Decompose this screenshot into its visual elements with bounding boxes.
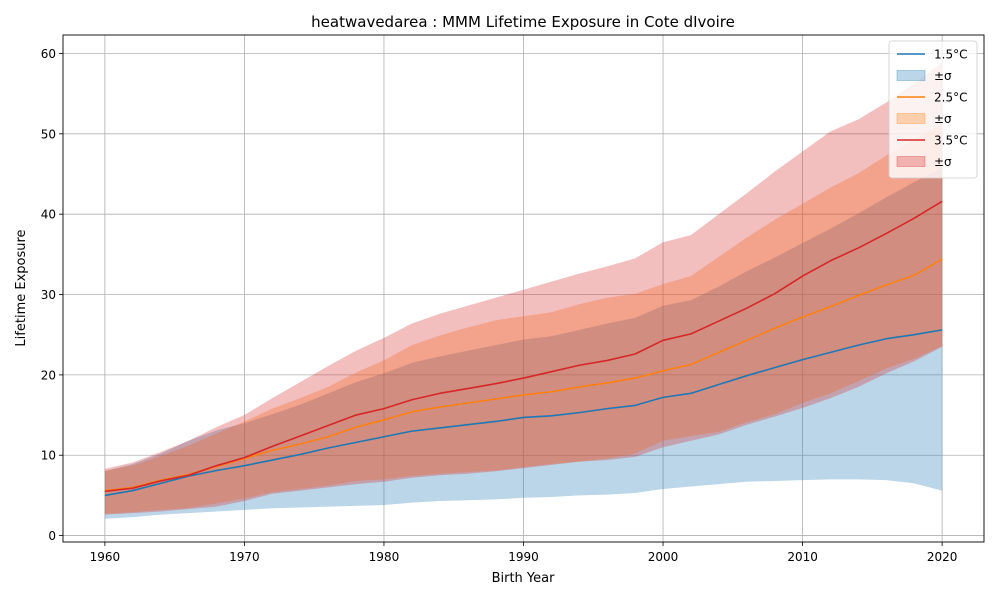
y-tick-label: 30 xyxy=(41,288,56,302)
legend-band-swatch xyxy=(896,70,926,81)
std-band-2 xyxy=(104,62,943,515)
legend-label: 3.5°C xyxy=(934,134,967,148)
legend-band-swatch xyxy=(896,156,926,167)
legend-band-label: ±σ xyxy=(934,155,952,169)
x-tick-label: 2010 xyxy=(787,550,818,564)
y-tick-label: 60 xyxy=(41,47,56,61)
legend-band-label: ±σ xyxy=(934,69,952,83)
y-axis-ticks: 0 10 20 30 40 50 60 xyxy=(41,47,63,543)
series-lines xyxy=(104,200,943,497)
y-tick-label: 10 xyxy=(41,449,56,463)
x-tick-label: 1970 xyxy=(229,550,260,564)
legend-label: 1.5°C xyxy=(934,48,967,62)
y-tick-label: 0 xyxy=(48,529,56,543)
std-band-1 xyxy=(104,123,943,514)
legend-band-label: ±σ xyxy=(934,112,952,126)
legend-band-swatch xyxy=(896,113,926,124)
series-line-2 xyxy=(104,200,943,493)
legend-label: 2.5°C xyxy=(934,91,967,105)
x-axis-label: Birth Year xyxy=(492,571,556,586)
y-tick-label: 50 xyxy=(41,127,56,141)
x-tick-label: 1960 xyxy=(90,550,121,564)
x-tick-label: 2020 xyxy=(927,550,958,564)
x-tick-label: 2000 xyxy=(648,550,679,564)
x-tick-label: 1980 xyxy=(369,550,400,564)
y-tick-label: 20 xyxy=(41,368,56,382)
y-axis-label: Lifetime Exposure xyxy=(14,229,29,346)
x-tick-label: 1990 xyxy=(508,550,539,564)
grid xyxy=(63,35,984,542)
chart-title: heatwavedarea : MMM Lifetime Exposure in… xyxy=(311,13,735,31)
series-line-0 xyxy=(104,329,943,497)
y-tick-label: 40 xyxy=(41,208,56,222)
x-axis-ticks: 1960 1970 1980 1990 2000 2010 2020 xyxy=(90,542,958,564)
legend: 1.5°C ±σ 2.5°C ±σ 3.5°C ±σ xyxy=(888,40,978,179)
legend-box xyxy=(888,40,978,179)
